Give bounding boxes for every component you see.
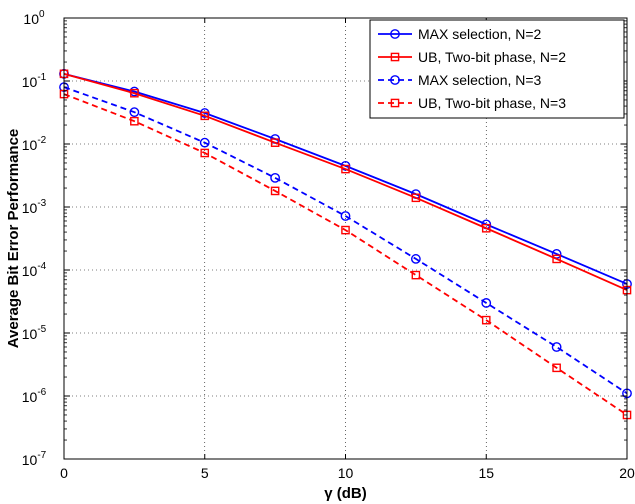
series-4 [59,89,632,420]
data-point [481,223,491,233]
data-point [410,254,421,264]
x-axis-label: γ (dB) [324,485,367,502]
y-tick-label: 10-2 [22,135,47,153]
data-point [199,137,210,148]
data-point [481,298,492,308]
y-tick-label: 10-4 [22,261,47,279]
y-tick-exponent: -4 [37,261,46,272]
data-point [341,164,350,174]
series-layer [59,68,632,420]
y-tick-base: 10 [23,11,39,27]
legend-label: UB, Two-bit phase, N=3 [418,95,566,111]
x-tick-label: 15 [478,465,494,481]
data-point [411,270,421,280]
legend-item: MAX selection, N=2 [378,26,542,42]
x-tick-label: 10 [338,465,354,481]
data-point [270,138,280,147]
x-tick-label: 5 [201,465,209,481]
y-tick-base: 10 [22,200,38,216]
y-tick-exponent: -2 [37,135,46,146]
y-tick-base: 10 [22,389,38,405]
y-tick-label: 10-6 [22,387,47,405]
y-tick-exponent: -3 [37,198,46,209]
y-tick-label: 100 [23,9,45,27]
legend-label: MAX selection, N=2 [418,26,542,42]
legend-marker [390,29,400,39]
y-tick-label: 10-7 [22,450,47,468]
y-tick-exponent: -5 [37,324,46,335]
data-point [200,148,210,158]
data-point [340,211,351,221]
x-tick-label: 0 [60,465,68,481]
legend-item: MAX selection, N=3 [378,72,542,88]
data-point [481,315,491,325]
y-tick-base: 10 [22,263,38,279]
data-point [130,116,139,126]
series-2 [59,69,632,295]
y-tick-base: 10 [22,137,38,153]
x-tick-label: 20 [619,465,635,481]
series-line [63,93,628,416]
data-point [200,111,210,121]
y-tick-base: 10 [22,326,38,342]
data-point [552,363,561,373]
data-point [551,342,562,352]
data-point [130,88,139,98]
y-axis-label: Average Bit Error Performance [5,129,22,349]
y-tick-exponent: -6 [37,387,46,398]
legend-marker [390,75,400,85]
legend-item: UB, Two-bit phase, N=2 [378,49,566,65]
data-point [341,225,350,235]
data-point [270,172,281,183]
grid-lines [64,18,627,459]
data-point [411,193,421,203]
series-line [63,86,628,395]
y-tick-label: 10-5 [22,324,47,342]
data-point [129,107,140,118]
data-point [270,186,280,196]
y-tick-exponent: -1 [37,72,46,83]
legend-box [369,19,625,119]
series-line [63,72,628,291]
y-tick-exponent: 0 [39,9,45,20]
y-tick-base: 10 [22,74,38,90]
legend-item: UB, Two-bit phase, N=3 [378,95,566,111]
legend-label: UB, Two-bit phase, N=2 [418,49,566,65]
y-tick-exponent: -7 [37,450,46,461]
legend-label: MAX selection, N=3 [418,72,542,88]
legend-marker [390,98,400,108]
legend-marker [390,52,400,62]
data-point [552,254,561,264]
y-tick-base: 10 [22,452,38,468]
y-tick-label: 10-3 [22,198,47,216]
y-tick-label: 10-1 [22,72,47,90]
legend: MAX selection, N=2 UB, Two-bit phase, N=2… [369,19,625,119]
